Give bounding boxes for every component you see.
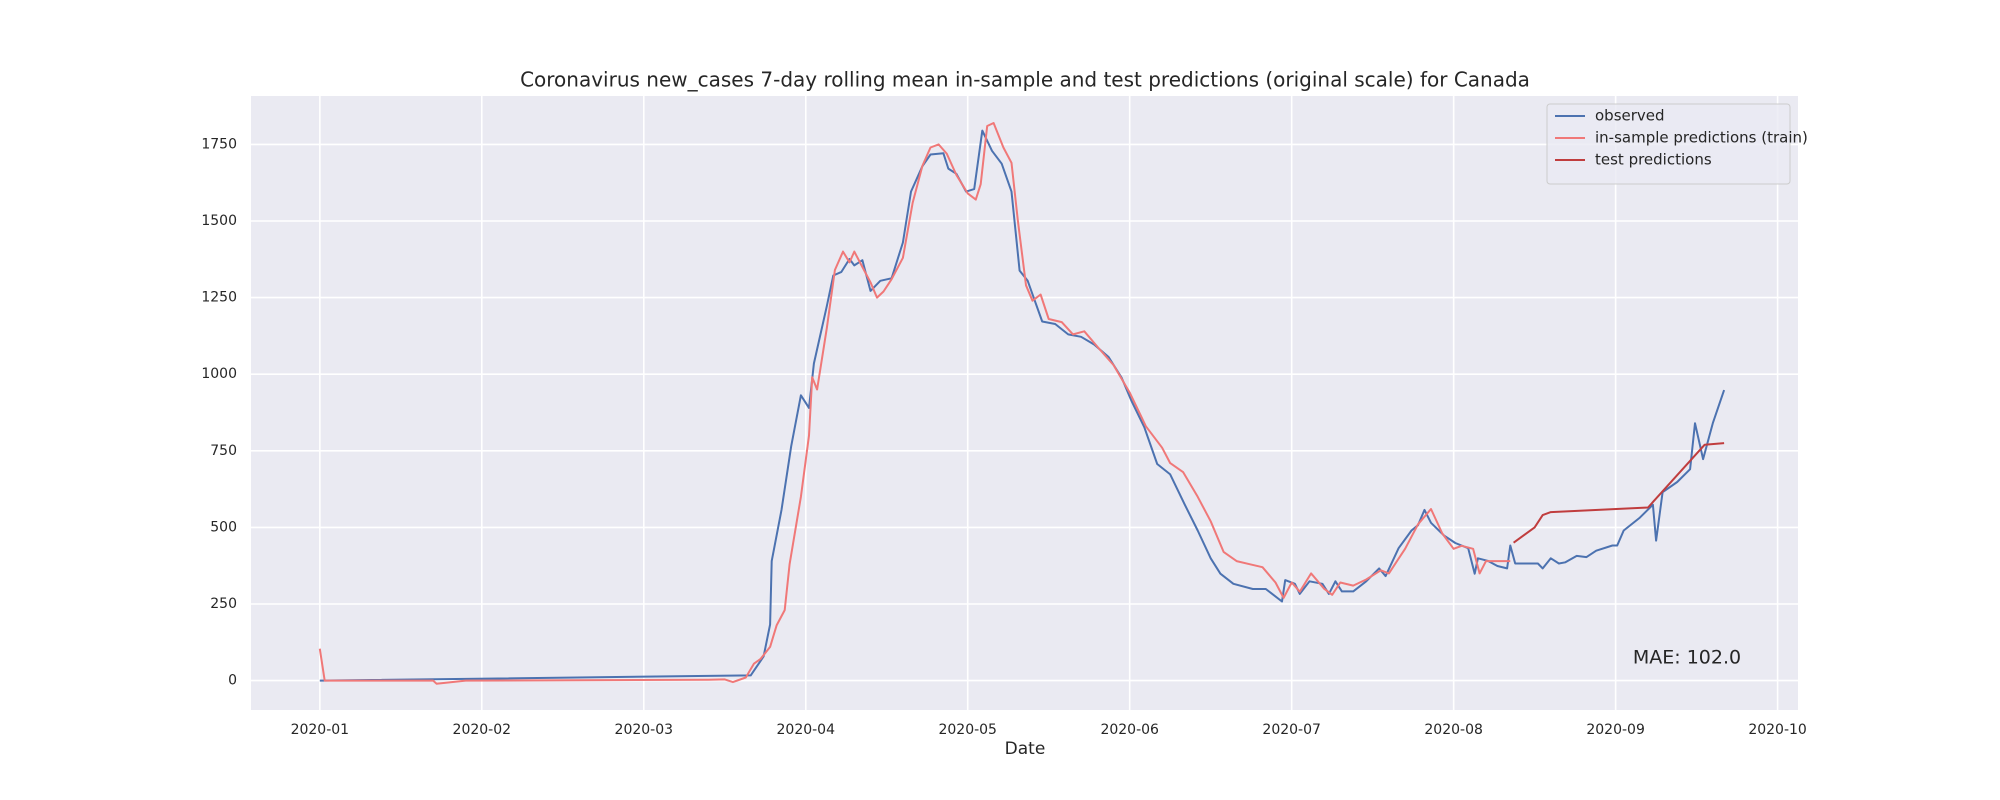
- x-tick-label: 2020-06: [1100, 722, 1159, 738]
- x-tick-label: 2020-08: [1424, 722, 1483, 738]
- y-tick-label: 500: [210, 519, 237, 535]
- x-tick-label: 2020-01: [291, 722, 350, 738]
- grid: [251, 96, 1798, 710]
- x-tick-label: 2020-03: [615, 722, 674, 738]
- legend-label: in-sample predictions (train): [1595, 129, 1808, 147]
- legend-label: observed: [1595, 107, 1665, 125]
- y-tick-label: 1750: [201, 136, 237, 152]
- x-tick-label: 2020-07: [1262, 722, 1321, 738]
- series-line: [318, 122, 1511, 685]
- lines: [318, 122, 1726, 685]
- series-line: [319, 129, 1726, 682]
- plot-area: [251, 96, 1798, 710]
- legend-box: [1546, 103, 1791, 185]
- y-tick-label: 1500: [201, 213, 237, 229]
- x-tick-label: 2020-04: [777, 722, 836, 738]
- x-axis-label: Date: [1005, 739, 1046, 759]
- series-line: [1513, 442, 1725, 544]
- y-tick-label: 250: [210, 596, 237, 612]
- legend: observed in-sample predictions (train) tes…: [1546, 103, 1808, 185]
- legend-label: test predictions: [1595, 151, 1712, 169]
- x-tick-label: 2020-09: [1586, 722, 1645, 738]
- y-tick-label: 1000: [201, 366, 237, 382]
- x-tick-label: 2020-02: [453, 722, 512, 738]
- x-tick-label: 2020-05: [938, 722, 997, 738]
- y-tick-label: 1250: [201, 290, 237, 306]
- x-tick-label: 2020-10: [1748, 722, 1807, 738]
- chart-title: Coronavirus new_cases 7-day rolling mean…: [520, 68, 1530, 92]
- y-tick-label: 750: [210, 443, 237, 459]
- y-tick-label: 0: [228, 673, 237, 689]
- annotation: MAE: 102.0: [1633, 647, 1741, 669]
